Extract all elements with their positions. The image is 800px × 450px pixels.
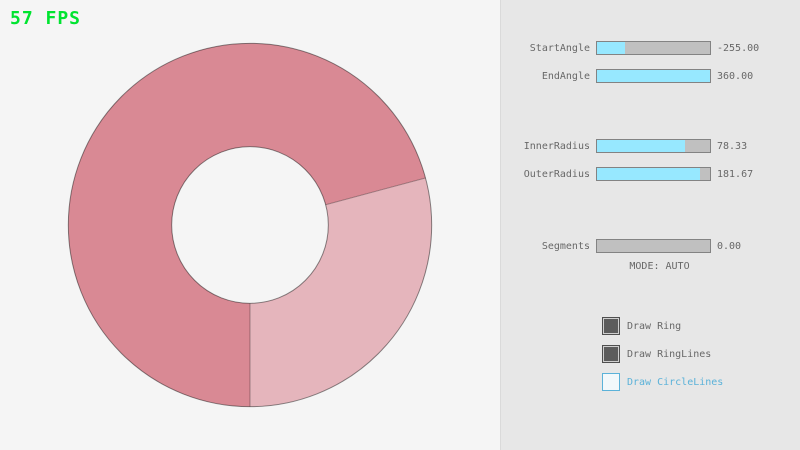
inner-radius-slider-fill (597, 140, 686, 152)
slider-row-segments: Segments 0.00 (501, 239, 800, 253)
draw-ring-lines-checkbox[interactable] (602, 345, 620, 363)
segments-label: Segments (541, 240, 590, 252)
segments-value: 0.00 (717, 240, 742, 252)
draw-ring-label: Draw Ring (627, 320, 682, 332)
ring-inner-outline (171, 146, 329, 304)
draw-circle-lines-label: Draw CircleLines (627, 376, 724, 388)
end-angle-label: EndAngle (541, 70, 590, 82)
ring-figure (67, 42, 433, 408)
outer-radius-slider-fill (597, 168, 700, 180)
checkbox-row-draw-ring: Draw Ring (602, 317, 681, 335)
outer-radius-label: OuterRadius (523, 168, 590, 180)
end-angle-value: 360.00 (717, 70, 754, 82)
slider-row-outer-radius: OuterRadius 181.67 (501, 167, 800, 181)
inner-radius-label: InnerRadius (523, 140, 590, 152)
ring-sector-dark (68, 43, 426, 407)
checkbox-row-draw-circle-lines: Draw CircleLines (602, 373, 723, 391)
start-angle-slider[interactable] (596, 41, 711, 55)
segments-mode-text: MODE: AUTO (629, 261, 690, 272)
draw-circle-lines-checkbox[interactable] (602, 373, 620, 391)
slider-row-start-angle: StartAngle -255.00 (501, 41, 800, 55)
ring-outer-outline (67, 42, 433, 408)
outer-radius-value: 181.67 (717, 168, 754, 180)
start-angle-label: StartAngle (529, 42, 590, 54)
draw-ring-lines-label: Draw RingLines (627, 348, 712, 360)
start-angle-slider-fill (597, 42, 626, 54)
ring-canvas-area (67, 42, 433, 408)
checkbox-row-draw-ring-lines: Draw RingLines (602, 345, 711, 363)
end-angle-slider-fill (597, 70, 710, 82)
inner-radius-value: 78.33 (717, 140, 748, 152)
ring-end-line-top (325, 177, 426, 206)
slider-row-end-angle: EndAngle 360.00 (501, 69, 800, 83)
ring-sector-light (250, 177, 432, 407)
outer-radius-slider[interactable] (596, 167, 711, 181)
control-panel: StartAngle -255.00 EndAngle 360.00 Inner… (500, 0, 800, 450)
end-angle-slider[interactable] (596, 69, 711, 83)
inner-radius-slider[interactable] (596, 139, 711, 153)
slider-row-inner-radius: InnerRadius 78.33 (501, 139, 800, 153)
draw-ring-checkbox[interactable] (602, 317, 620, 335)
start-angle-value: -255.00 (717, 42, 760, 54)
segments-slider[interactable] (596, 239, 711, 253)
fps-counter: 57 FPS (10, 8, 82, 29)
